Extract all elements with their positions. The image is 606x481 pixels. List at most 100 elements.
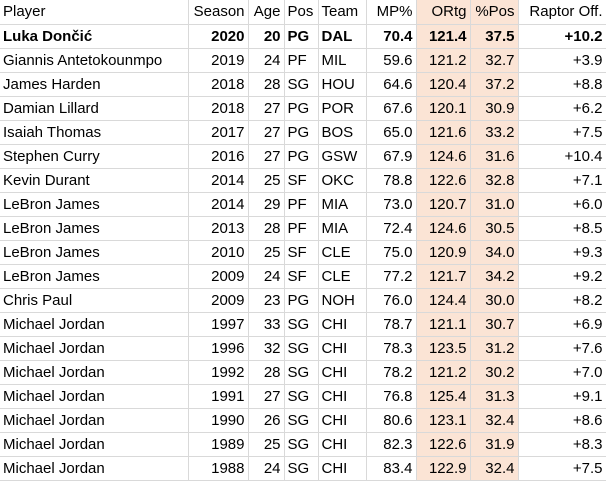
cell-pos-pct: 33.2 — [470, 120, 519, 145]
cell-age: 25 — [248, 168, 285, 193]
cell-season: 1992 — [188, 360, 249, 385]
table-row: Michael Jordan 1990 26 SG CHI 80.6 123.1 32.4 +8… — [0, 408, 606, 433]
table-row: Michael Jordan 1997 33 SG CHI 78.7 121.1 30.7 +6… — [0, 312, 606, 337]
table-row: LeBron James 2009 24 SF CLE 77.2 121.7 34.2 +9.2 — [0, 264, 606, 289]
cell-player: Damian Lillard — [0, 96, 189, 121]
cell-ortg: 122.6 — [416, 168, 471, 193]
cell-mp-pct: 75.0 — [366, 240, 417, 265]
table-row: Kevin Durant 2014 25 SF OKC 78.8 122.6 32.8 +7.1 — [0, 168, 606, 193]
cell-mp-pct: 76.0 — [366, 288, 417, 313]
cell-player: Michael Jordan — [0, 312, 189, 337]
cell-pos-pct: 31.0 — [470, 192, 519, 217]
cell-age: 20 — [248, 24, 285, 49]
cell-team: CHI — [318, 384, 367, 409]
cell-mp-pct: 73.0 — [366, 192, 417, 217]
cell-raptor-off: +6.9 — [518, 312, 606, 337]
cell-mp-pct: 67.9 — [366, 144, 417, 169]
cell-pos-pct: 31.2 — [470, 336, 519, 361]
table-row: Michael Jordan 1996 32 SG CHI 78.3 123.5 31.2 +7… — [0, 336, 606, 361]
cell-age: 33 — [248, 312, 285, 337]
cell-season: 1991 — [188, 384, 249, 409]
cell-season: 2010 — [188, 240, 249, 265]
cell-season: 2014 — [188, 192, 249, 217]
cell-ortg: 124.6 — [416, 144, 471, 169]
header-pos-pct: %Pos — [470, 0, 519, 25]
header-age: Age — [248, 0, 285, 25]
cell-pos: SF — [284, 240, 319, 265]
cell-age: 28 — [248, 360, 285, 385]
cell-mp-pct: 65.0 — [366, 120, 417, 145]
cell-player: Michael Jordan — [0, 408, 189, 433]
cell-season: 2019 — [188, 48, 249, 73]
cell-ortg: 124.4 — [416, 288, 471, 313]
cell-pos: SG — [284, 408, 319, 433]
cell-ortg: 121.2 — [416, 360, 471, 385]
cell-age: 27 — [248, 384, 285, 409]
cell-team: BOS — [318, 120, 367, 145]
cell-pos: SG — [284, 360, 319, 385]
cell-team: CHI — [318, 312, 367, 337]
cell-pos: SG — [284, 456, 319, 481]
cell-team: CLE — [318, 264, 367, 289]
table-row: Isaiah Thomas 2017 27 PG BOS 65.0 121.6 33.2 +7.… — [0, 120, 606, 145]
cell-pos: PG — [284, 288, 319, 313]
cell-ortg: 122.6 — [416, 432, 471, 457]
header-team: Team — [318, 0, 367, 25]
cell-raptor-off: +8.6 — [518, 408, 606, 433]
cell-pos-pct: 30.9 — [470, 96, 519, 121]
cell-team: NOH — [318, 288, 367, 313]
cell-mp-pct: 83.4 — [366, 456, 417, 481]
cell-player: LeBron James — [0, 192, 189, 217]
cell-player: Luka Dončić — [0, 24, 189, 49]
cell-team: POR — [318, 96, 367, 121]
cell-age: 28 — [248, 72, 285, 97]
cell-mp-pct: 78.2 — [366, 360, 417, 385]
cell-mp-pct: 64.6 — [366, 72, 417, 97]
cell-pos: PG — [284, 144, 319, 169]
cell-age: 32 — [248, 336, 285, 361]
cell-player: Giannis Antetokounmpo — [0, 48, 189, 73]
cell-team: MIA — [318, 216, 367, 241]
cell-pos: PG — [284, 96, 319, 121]
cell-pos-pct: 31.9 — [470, 432, 519, 457]
cell-raptor-off: +9.2 — [518, 264, 606, 289]
cell-pos-pct: 30.7 — [470, 312, 519, 337]
cell-player: LeBron James — [0, 216, 189, 241]
cell-ortg: 120.9 — [416, 240, 471, 265]
cell-raptor-off: +8.5 — [518, 216, 606, 241]
cell-age: 24 — [248, 48, 285, 73]
cell-ortg: 123.5 — [416, 336, 471, 361]
table-row: LeBron James 2013 28 PF MIA 72.4 124.6 30.5 +8.5 — [0, 216, 606, 241]
cell-mp-pct: 67.6 — [366, 96, 417, 121]
cell-raptor-off: +7.5 — [518, 120, 606, 145]
table-row: Michael Jordan 1992 28 SG CHI 78.2 121.2 30.2 +7… — [0, 360, 606, 385]
header-raptor-off: Raptor Off. — [518, 0, 606, 25]
cell-player: James Harden — [0, 72, 189, 97]
cell-pos-pct: 30.2 — [470, 360, 519, 385]
cell-team: CLE — [318, 240, 367, 265]
cell-raptor-off: +8.2 — [518, 288, 606, 313]
cell-team: MIL — [318, 48, 367, 73]
cell-pos-pct: 31.3 — [470, 384, 519, 409]
cell-ortg: 125.4 — [416, 384, 471, 409]
cell-age: 27 — [248, 120, 285, 145]
cell-raptor-off: +3.9 — [518, 48, 606, 73]
cell-mp-pct: 78.8 — [366, 168, 417, 193]
cell-player: Michael Jordan — [0, 384, 189, 409]
cell-team: DAL — [318, 24, 367, 49]
cell-pos: PF — [284, 48, 319, 73]
cell-season: 1990 — [188, 408, 249, 433]
cell-raptor-off: +10.2 — [518, 24, 606, 49]
cell-player: LeBron James — [0, 240, 189, 265]
cell-pos: SG — [284, 336, 319, 361]
cell-pos: PG — [284, 24, 319, 49]
cell-age: 25 — [248, 432, 285, 457]
cell-player: Michael Jordan — [0, 432, 189, 457]
cell-ortg: 123.1 — [416, 408, 471, 433]
cell-season: 2013 — [188, 216, 249, 241]
cell-pos-pct: 37.2 — [470, 72, 519, 97]
cell-pos-pct: 34.0 — [470, 240, 519, 265]
cell-pos: SF — [284, 264, 319, 289]
cell-pos: PF — [284, 192, 319, 217]
cell-player: LeBron James — [0, 264, 189, 289]
